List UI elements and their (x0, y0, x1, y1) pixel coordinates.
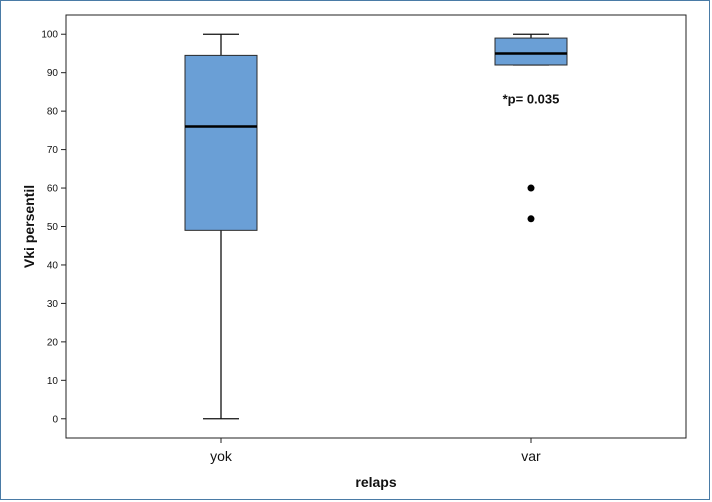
box-group-yok (184, 33, 258, 420)
annotations-layer: *p= 0.035 (503, 91, 560, 106)
y-tick-label-80: 80 (47, 107, 59, 118)
y-tick-label-50: 50 (47, 222, 59, 233)
y-tick-label-90: 90 (47, 68, 59, 79)
y-tick-label-60: 60 (47, 184, 59, 195)
y-axis-title: Vki persentil (21, 185, 37, 268)
x-axis: yok var (210, 438, 541, 464)
boxes-layer (184, 33, 568, 420)
iqr-box-yok (184, 54, 258, 231)
annotation-0: *p= 0.035 (503, 91, 560, 106)
y-tick-label-40: 40 (47, 260, 59, 271)
y-tick-label-20: 20 (47, 337, 59, 348)
outlier-var-1 (527, 215, 535, 223)
y-tick-label-0: 0 (52, 414, 58, 425)
y-tick-label-100: 100 (41, 30, 58, 41)
y-tick-label-70: 70 (47, 145, 59, 156)
x-tick-label-var: var (521, 448, 541, 464)
box-group-var (494, 33, 568, 223)
y-tick-label-30: 30 (47, 299, 59, 310)
x-tick-label-yok: yok (210, 448, 233, 464)
y-tick-label-10: 10 (47, 376, 59, 387)
outlier-var-0 (527, 184, 535, 192)
x-axis-title: relaps (355, 474, 396, 490)
iqr-box-var (494, 37, 568, 66)
y-axis: 0 10 20 30 40 50 60 70 80 90 100 (41, 30, 66, 425)
plot-area (65, 14, 687, 439)
